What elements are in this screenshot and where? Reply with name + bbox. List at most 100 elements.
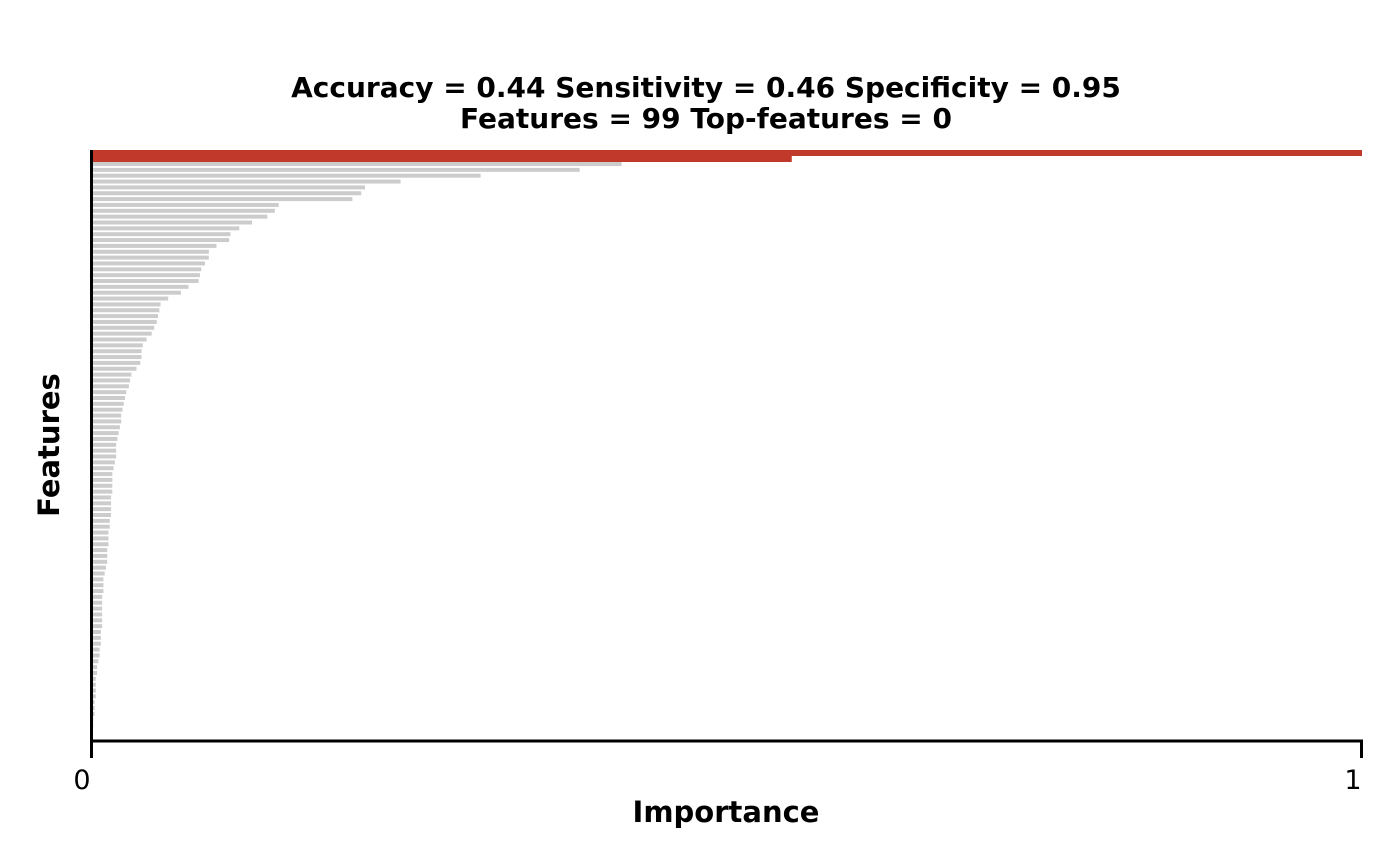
bar-feature [92, 600, 103, 605]
bar-feature [92, 279, 199, 283]
bar-feature [92, 378, 131, 383]
bar-feature [92, 337, 147, 342]
bar-feature [92, 425, 120, 430]
bar-feature [92, 536, 109, 541]
bar-feature [92, 665, 98, 670]
bar-feature [92, 319, 157, 324]
bar-feature [92, 606, 103, 611]
bar-feature [92, 290, 181, 295]
bar-highlight-1 [92, 150, 1362, 156]
bar-feature [92, 238, 230, 243]
bar-feature [92, 454, 117, 459]
bar-feature [92, 688, 96, 693]
x-tick-label-1: 1 [1344, 765, 1361, 796]
bar-feature [92, 343, 143, 348]
bar-feature [92, 542, 109, 547]
bar-feature [92, 483, 113, 488]
bar-feature [92, 261, 206, 266]
bar-feature [92, 466, 114, 471]
bar-feature [92, 431, 119, 436]
bar-feature [92, 653, 100, 658]
bar-feature [92, 296, 169, 301]
bar-feature [92, 477, 113, 482]
bar-feature [92, 501, 112, 506]
bar-feature [92, 173, 481, 178]
bar-feature [92, 436, 118, 441]
chart-title-line2: Features = 99 Top-features = 0 [460, 102, 952, 135]
bar-feature [92, 255, 209, 260]
bar-feature [92, 618, 103, 623]
bar-feature [92, 331, 152, 336]
bar-feature [92, 349, 142, 354]
bar-feature [92, 226, 240, 231]
bar-feature [92, 191, 362, 196]
bar-feature [92, 366, 137, 371]
bar-feature [92, 448, 117, 453]
bar-feature [92, 559, 108, 564]
bar-feature [92, 243, 217, 248]
bar-feature [92, 565, 106, 570]
bar-feature [92, 384, 129, 389]
bar-feature [92, 372, 132, 377]
bar-feature [92, 495, 112, 500]
bar-feature [92, 185, 366, 190]
bar-feature [92, 647, 100, 652]
bar-feature [92, 472, 113, 477]
bar-feature [92, 518, 110, 523]
bar-feature [92, 676, 96, 681]
bar-feature [92, 360, 141, 365]
x-axis-label: Importance [633, 795, 820, 829]
bar-feature [92, 706, 95, 711]
bar-feature [92, 208, 275, 213]
bar-feature [92, 197, 353, 202]
bar-feature [92, 659, 99, 664]
bar-feature [92, 202, 279, 207]
bar-feature [92, 589, 104, 594]
bar-feature [92, 641, 101, 646]
bar-feature [92, 308, 160, 313]
bar-feature [92, 355, 142, 360]
bar-feature [92, 612, 103, 617]
bar-feature [92, 694, 96, 699]
bar-feature [92, 413, 122, 418]
bar-highlight-2 [92, 156, 792, 162]
bar-feature [92, 419, 122, 424]
y-axis-label: Features [32, 373, 66, 517]
bar-feature [92, 232, 231, 237]
bar-feature [92, 302, 161, 307]
bar-feature [92, 284, 189, 289]
bar-feature [92, 553, 108, 558]
bar-feature [92, 489, 113, 494]
bar-feature [92, 401, 124, 406]
bar-feature [92, 635, 101, 640]
bar-feature [92, 460, 115, 465]
bar-feature [92, 700, 95, 705]
bar-feature [92, 249, 209, 254]
bar-feature [92, 530, 109, 535]
bar-feature [92, 167, 580, 172]
bar-feature [92, 314, 159, 319]
bar-feature [92, 630, 101, 634]
bar-feature [92, 273, 200, 278]
bar-feature [92, 711, 95, 716]
bar-feature [92, 396, 126, 400]
bar-feature [92, 548, 108, 553]
bar-feature [92, 267, 202, 272]
bar-feature [92, 571, 105, 576]
chart-title-line1: Accuracy = 0.44 Sensitivity = 0.46 Speci… [291, 71, 1121, 104]
bars-group [92, 150, 1362, 728]
bar-feature [92, 442, 117, 447]
bar-feature [92, 179, 401, 184]
bar-feature [92, 594, 103, 599]
x-tick-label-0: 0 [73, 765, 90, 796]
bar-feature [92, 325, 155, 330]
bar-feature [92, 624, 103, 629]
bar-feature [92, 682, 96, 687]
bar-feature [92, 220, 253, 225]
bar-feature [92, 507, 112, 512]
bar-feature [92, 513, 112, 517]
bar-feature [92, 670, 98, 675]
bar-feature [92, 162, 622, 166]
bar-feature [92, 583, 104, 588]
